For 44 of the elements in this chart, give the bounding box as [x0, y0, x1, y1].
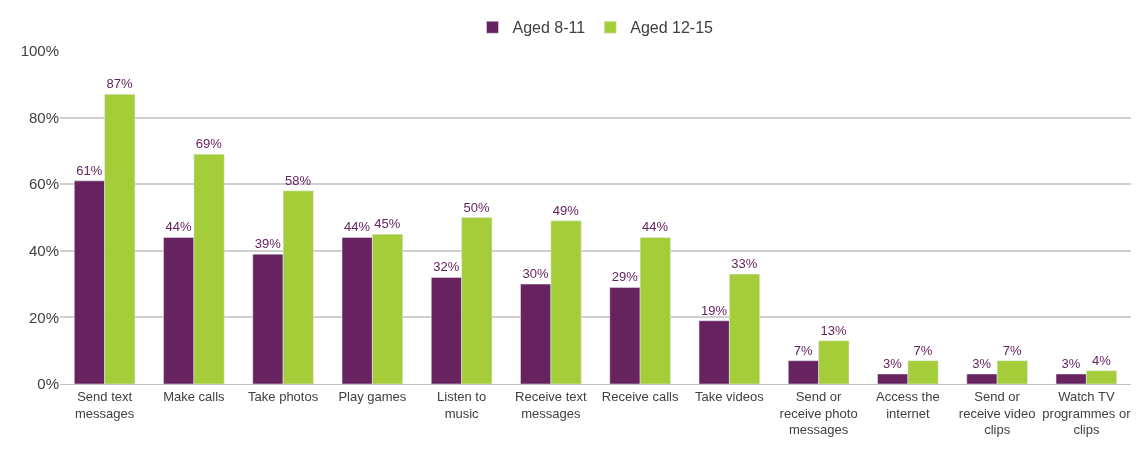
data-label: 32%: [433, 259, 460, 275]
x-tick-label: Watch TV programmes or clips: [1042, 388, 1132, 438]
y-tick-label: 20%: [28, 308, 59, 326]
data-label: 29%: [611, 269, 639, 285]
data-label: 87%: [106, 76, 134, 92]
data-label: 7%: [793, 342, 814, 358]
data-label: 58%: [285, 172, 312, 188]
legend-label: Aged 12-15: [630, 19, 714, 37]
x-tick-label: Send or receive photo messages: [779, 388, 858, 438]
data-label: 39%: [254, 236, 282, 252]
x-tick-label: Access the internet: [876, 388, 940, 421]
legend-label: Aged 8-11: [512, 19, 586, 37]
y-tick-label: 100%: [20, 42, 59, 60]
x-tick-label: Send or receive video clips: [958, 388, 1036, 438]
x-tick-label: Make calls: [163, 388, 226, 404]
data-label: 3%: [1061, 356, 1081, 372]
data-label: 30%: [522, 266, 549, 282]
x-tick-label: Receive calls: [601, 388, 679, 404]
data-label: 19%: [700, 302, 728, 318]
data-label: 44%: [165, 219, 192, 235]
data-label: 4%: [1091, 352, 1112, 368]
data-label: 61%: [76, 162, 103, 178]
y-tick-label: 0%: [37, 375, 59, 393]
data-label: 44%: [642, 219, 669, 235]
data-label: 45%: [374, 216, 401, 232]
data-label: 13%: [820, 322, 848, 338]
data-label: 44%: [343, 219, 371, 235]
data-label: 69%: [195, 136, 223, 152]
x-tick-label: Send text messages: [75, 388, 135, 421]
data-label: 50%: [463, 199, 491, 215]
y-tick-label: 40%: [28, 242, 59, 260]
x-tick-label: Listen to music: [437, 388, 487, 421]
data-label: 49%: [552, 202, 580, 218]
x-tick-label: Receive text messages: [515, 388, 588, 421]
y-tick-label: 80%: [28, 108, 59, 126]
data-label: 33%: [731, 256, 758, 272]
x-tick-label: Take videos: [695, 388, 765, 404]
data-label: 7%: [913, 342, 933, 358]
data-label: 7%: [1002, 342, 1022, 358]
x-tick-label: Play games: [338, 388, 407, 404]
data-label: 3%: [883, 356, 903, 372]
x-tick-label: Take photos: [248, 388, 319, 404]
data-label: 3%: [972, 356, 992, 372]
y-tick-label: 60%: [28, 175, 59, 193]
